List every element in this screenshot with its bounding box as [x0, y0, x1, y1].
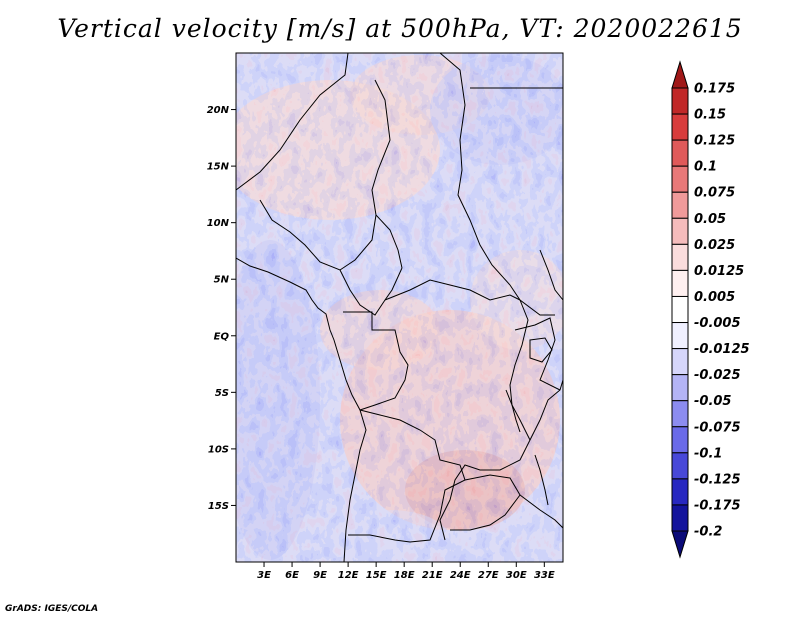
lon-tick-label: 12E [338, 570, 359, 581]
lon-tick-label: 6E [285, 570, 299, 581]
lon-tick-label: 33E [534, 570, 555, 581]
lon-tick-label: 18E [394, 570, 415, 581]
colorbar-label: -0.2 [694, 525, 722, 540]
lake-victoria [529, 337, 553, 363]
colorbar-swatch [671, 139, 689, 167]
colorbar-label: 0.005 [694, 290, 735, 305]
lake-tanganyika [505, 389, 521, 433]
lon-tick-label: 21E [422, 570, 443, 581]
colorbar-swatch [671, 87, 689, 115]
latitude-axis: 20N 15N 10N 5N EQ 5S 10S 15S [207, 105, 236, 512]
colorbar-swatch [671, 269, 689, 297]
chart-title: Vertical velocity [m/s] at 500hPa, VT: 2… [57, 14, 743, 43]
coastline-west-africa [236, 257, 367, 562]
grads-credit: GrADS: IGES/COLA [5, 604, 99, 614]
border-cameroon [339, 267, 403, 316]
colorbar-swatch [671, 348, 689, 376]
border-mozambique [519, 494, 563, 529]
border-nigeria [259, 199, 377, 271]
colorbar-label: 0.0125 [694, 264, 744, 279]
colorbar-label: -0.075 [694, 420, 741, 435]
lake-malawi [534, 454, 549, 506]
border-tanzania [529, 379, 563, 441]
colorbar-label: -0.0125 [694, 342, 750, 357]
map-frame [235, 52, 564, 563]
lat-tick-label: 5N [214, 275, 230, 286]
lon-tick-label: 27E [478, 570, 499, 581]
colorbar-swatch [671, 295, 689, 324]
field-texture [236, 53, 563, 562]
colorbar-label: 0.125 [694, 134, 735, 149]
colorbar-label: 0.175 [694, 82, 735, 97]
lat-tick-label: 20N [207, 105, 230, 116]
colorbar-label: 0.1 [694, 160, 717, 175]
border-car [384, 279, 521, 301]
lat-tick-label: 15N [207, 162, 230, 173]
lon-tick-label: 15E [366, 570, 387, 581]
colorbar-swatch [671, 165, 689, 193]
colorbar-label: -0.025 [694, 368, 741, 383]
colorbar-swatch [671, 191, 689, 219]
lat-tick-label: 10N [207, 218, 230, 229]
colorbar-swatch [671, 217, 689, 245]
colorbar-label: -0.175 [694, 498, 741, 513]
border-niger [236, 53, 349, 191]
lat-tick-label: 5S [215, 388, 229, 399]
colorbar-swatch [671, 530, 689, 559]
border-ethiopia [539, 249, 563, 301]
country-borders [236, 53, 563, 562]
colorbar-swatch [671, 374, 689, 402]
lon-tick-label: 3E [257, 570, 271, 581]
colorbar-label: 0.15 [694, 108, 726, 123]
colorbar-swatch [671, 400, 689, 428]
colorbar-label: -0.005 [694, 316, 741, 331]
colorbar: 0.175 0.15 0.125 0.1 0.075 0.05 0.025 0.0125 0.0… [671, 60, 750, 559]
colorbar-swatch [671, 60, 689, 89]
lon-tick-label: 24E [450, 570, 471, 581]
colorbar-label: 0.075 [694, 186, 735, 201]
colorbar-swatch [671, 243, 689, 271]
colorbar-swatch [671, 426, 689, 454]
border-chad [371, 79, 403, 269]
colorbar-swatch [671, 322, 689, 350]
border-zambia [450, 474, 521, 531]
colorbar-swatch [671, 452, 689, 480]
colorbar-label: 0.05 [694, 212, 726, 227]
colorbar-label: 0.025 [694, 238, 735, 253]
lon-tick-label: 9E [313, 570, 327, 581]
lat-tick-label: 10S [208, 444, 229, 455]
colorbar-label: -0.05 [694, 394, 731, 409]
colorbar-swatch [671, 113, 689, 141]
colorbar-label: -0.1 [694, 446, 722, 461]
border-congo [343, 311, 409, 411]
colorbar-swatch [671, 478, 689, 506]
lat-tick-label: EQ [214, 331, 230, 342]
border-uganda-kenya [514, 317, 561, 391]
lon-tick-label: 30E [506, 570, 527, 581]
longitude-axis: 3E 6E 9E 12E 15E 18E 21E 24E 27E 30E 33E [257, 562, 555, 581]
lat-tick-label: 15S [208, 501, 229, 512]
border-drc-east [439, 299, 531, 541]
colorbar-label: -0.125 [694, 472, 741, 487]
colorbar-swatch [671, 504, 689, 532]
map-field [236, 53, 563, 562]
